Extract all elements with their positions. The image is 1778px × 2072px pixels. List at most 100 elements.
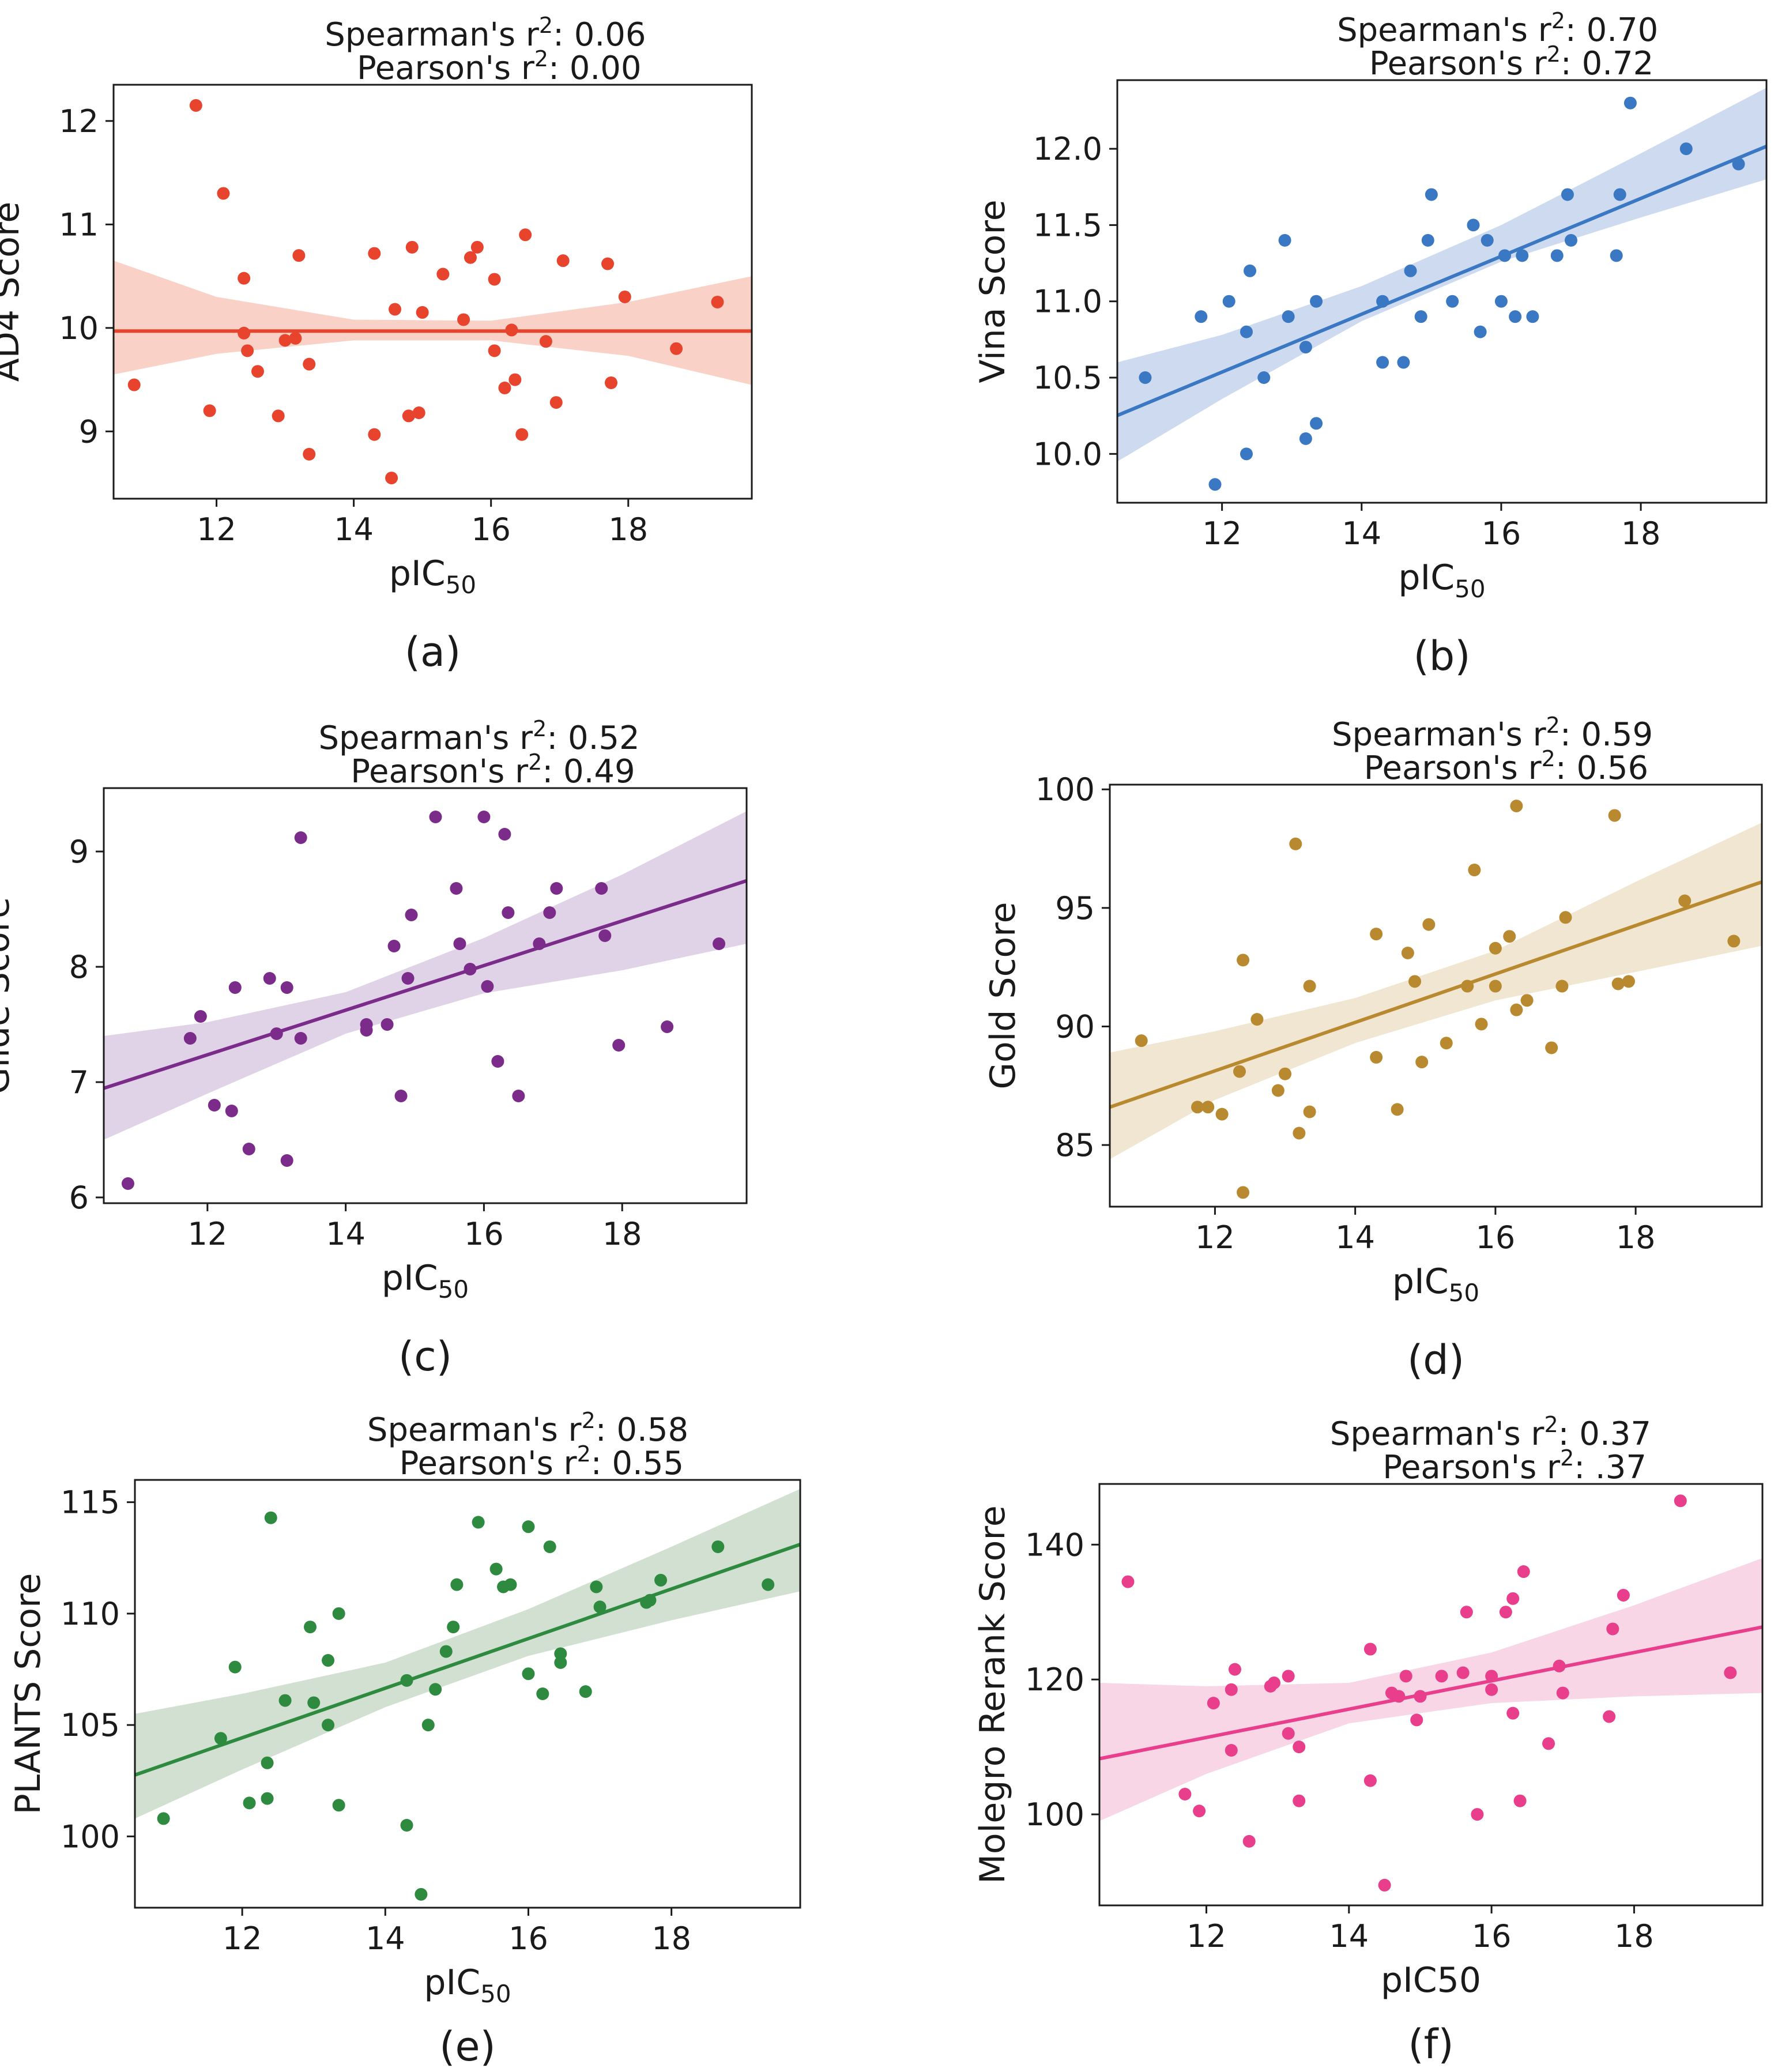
regression-line [1099,1625,1762,1761]
x-tick-label: 18 [651,1920,691,1957]
y-tick-label: 7 [69,1064,89,1101]
data-point [294,1032,307,1045]
data-point [1215,1107,1229,1121]
x-axis-label: pIC50 [382,1258,469,1304]
data-point [1460,1606,1473,1619]
data-point [1509,310,1522,323]
y-tick-label: 100 [61,1818,120,1855]
data-point [1293,1794,1306,1807]
spearman-stat: Spearman's r2: 0.52 [318,716,639,757]
y-axis-label: Molegro Rerank Score [973,1505,1013,1884]
y-tick-label: 12.0 [1033,131,1102,167]
data-point [1222,295,1235,308]
pearson-stat: Pearson's r2: 0.49 [351,749,635,790]
x-tick-label: 18 [602,1216,642,1252]
data-point [498,828,511,841]
data-point [643,1593,657,1607]
data-point [238,326,251,340]
data-point [242,1143,255,1155]
y-tick-label: 105 [61,1707,120,1743]
data-point [1282,310,1295,323]
data-point [394,1090,408,1102]
data-point [429,811,442,823]
chart-panel-a: 12 14 16 18 9 10 11 12 pIC50 AD4 Score Spearman's … [0,13,753,676]
data-point [421,1719,435,1732]
data-point [1378,1878,1391,1892]
confidence-band [1099,1558,1762,1821]
data-point [1401,946,1414,959]
y-tick-label: 6 [69,1180,89,1216]
data-point [711,295,724,308]
y-tick-label: 9 [79,413,99,450]
data-point [127,378,141,391]
data-point [508,373,522,386]
data-point [1471,1808,1484,1821]
data-point [400,1819,413,1832]
data-point [1498,249,1511,262]
data-point [1494,295,1508,308]
panel-caption: (f) [1408,2021,1453,2068]
chart-panel-b: 12 14 16 18 10.0 10.5 11.0 11.5 12.0 pIC50 Vina Sc… [973,8,1768,680]
data-point [1506,1706,1520,1720]
x-tick-label: 12 [1195,1219,1235,1256]
data-point [457,313,470,326]
data-point [522,1667,535,1681]
x-tick-label: 16 [1472,1918,1512,1954]
data-point [1282,1727,1295,1740]
data-point [1611,977,1625,990]
x-tick-label: 18 [1621,515,1661,552]
data-point [1414,310,1427,323]
data-point [272,409,285,423]
data-point [292,249,306,262]
data-point [1299,341,1312,354]
y-tick-label: 12 [59,103,99,140]
plot-frame [112,84,753,500]
data-point [264,1511,277,1524]
data-point [498,381,511,394]
data-point [1237,1186,1250,1199]
data-point [470,240,484,254]
data-point [208,1099,221,1112]
data-point [1422,918,1436,931]
plot-area [1117,88,1766,491]
data-point [1415,1056,1429,1069]
data-point [1603,1710,1616,1723]
data-point [1391,1103,1404,1116]
data-point [1293,1741,1306,1754]
data-point [1310,295,1323,308]
data-point [1550,249,1564,262]
data-point [1510,1003,1523,1016]
data-point [539,335,552,348]
data-point [1503,930,1516,943]
data-point [241,344,254,357]
data-point [598,929,612,942]
data-point [1225,1683,1238,1696]
y-tick-label: 110 [61,1596,120,1632]
x-tick-label: 12 [187,1216,227,1252]
data-point [389,303,402,316]
data-point [554,1647,567,1660]
data-point [1225,1743,1238,1757]
data-point [1237,954,1250,967]
data-point [439,1645,453,1658]
data-point [1399,1670,1412,1683]
x-tick-label: 14 [366,1920,405,1957]
data-point [1440,1037,1453,1050]
data-point [307,1696,321,1709]
confidence-band [104,811,747,1140]
data-point [472,1516,485,1529]
data-point [1267,1677,1280,1690]
data-point [1545,1041,1558,1054]
data-point [1608,809,1621,822]
data-point [1193,1804,1206,1818]
x-tick-label: 12 [1202,515,1242,552]
plot-area [114,99,752,485]
y-tick-label: 11.0 [1033,284,1102,320]
x-tick-label: 16 [471,511,511,548]
data-point [536,1687,549,1700]
pearson-stat: Pearson's r2: 0.00 [357,46,641,87]
x-tick-label: 12 [1186,1918,1226,1954]
data-point [385,472,398,485]
data-point [263,972,276,985]
data-point [228,1660,242,1674]
